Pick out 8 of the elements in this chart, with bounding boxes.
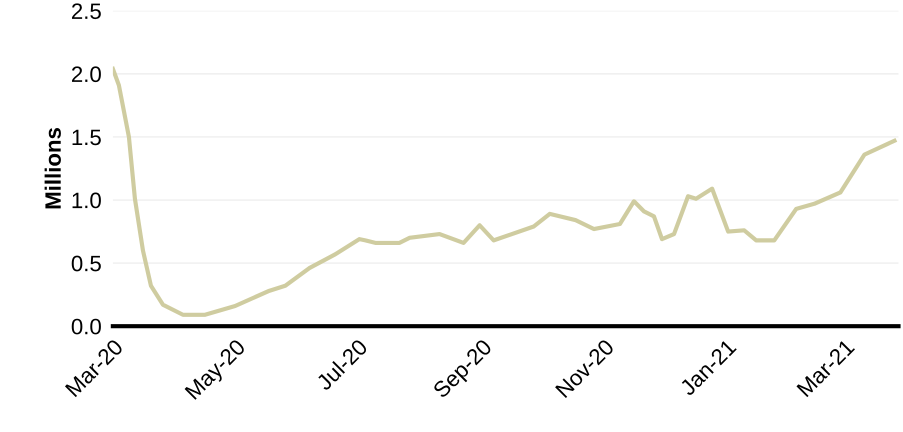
y-tick-label: 1.0 <box>72 192 101 208</box>
y-tick-label: 2.0 <box>72 66 101 82</box>
y-tick-label: 1.5 <box>72 130 101 146</box>
y-tick-label: 2.5 <box>72 3 101 20</box>
y-tick-label: 0.5 <box>72 256 101 272</box>
y-tick-label: 0.0 <box>72 318 101 334</box>
line-series <box>112 66 897 317</box>
y-axis-title: Millions <box>44 128 61 208</box>
